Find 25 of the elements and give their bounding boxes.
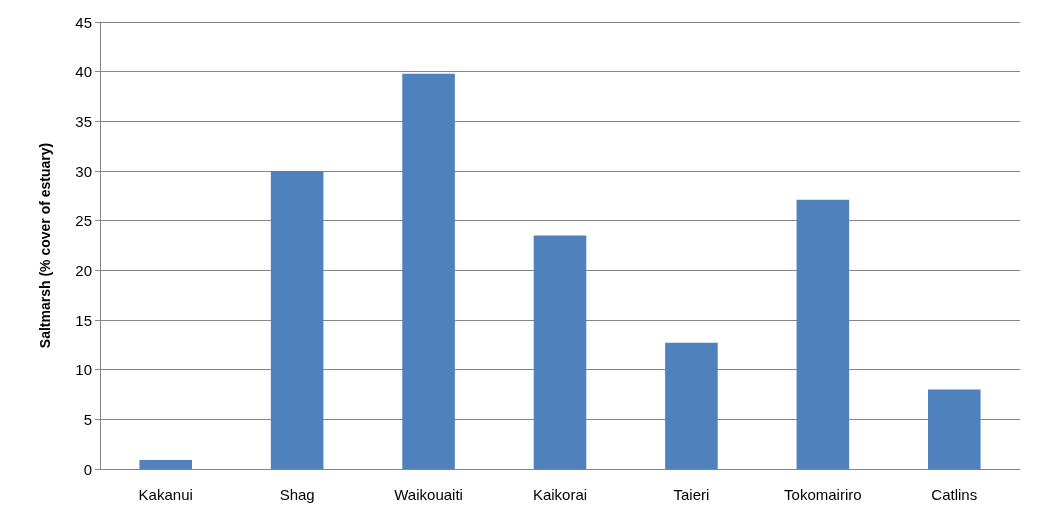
x-tick-label: Taieri bbox=[673, 486, 710, 503]
x-tick-label: Tokomairiro bbox=[784, 486, 862, 503]
y-tick-label: 30 bbox=[75, 162, 92, 180]
y-axis-title: Saltmarsh (% cover of estuary) bbox=[37, 142, 53, 349]
y-tick-label: 20 bbox=[75, 261, 92, 279]
bar bbox=[533, 235, 587, 469]
x-tick-label: Waikouaiti bbox=[394, 486, 463, 503]
bar bbox=[139, 460, 192, 469]
x-tick-label: Kaikorai bbox=[532, 486, 588, 503]
y-tick-label: 15 bbox=[75, 311, 92, 329]
bar bbox=[402, 73, 455, 469]
y-tick-label: 10 bbox=[75, 361, 92, 379]
bar bbox=[928, 389, 981, 469]
x-tick-label: Catlins bbox=[931, 486, 978, 503]
y-tick-label: 5 bbox=[83, 410, 92, 428]
x-tick-label: Shag bbox=[279, 486, 315, 503]
bar bbox=[665, 342, 718, 469]
y-tick-label: 45 bbox=[75, 13, 92, 31]
x-tick-label: Kakanui bbox=[138, 486, 193, 503]
y-tick-label: 35 bbox=[75, 112, 92, 130]
y-tick-label: 0 bbox=[83, 460, 92, 478]
bar bbox=[270, 171, 324, 469]
y-tick-label: 25 bbox=[75, 212, 92, 230]
y-tick-label: 40 bbox=[75, 63, 92, 81]
bar bbox=[796, 199, 850, 469]
